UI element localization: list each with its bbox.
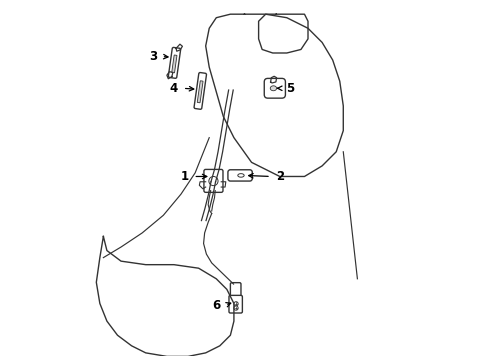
- Text: 5: 5: [285, 82, 294, 95]
- Text: 1: 1: [180, 170, 188, 183]
- Circle shape: [233, 306, 238, 310]
- FancyBboxPatch shape: [230, 283, 241, 300]
- Text: 6: 6: [212, 299, 220, 312]
- FancyBboxPatch shape: [227, 170, 252, 181]
- FancyBboxPatch shape: [194, 73, 206, 109]
- Text: 2: 2: [275, 170, 283, 183]
- FancyBboxPatch shape: [228, 295, 242, 313]
- FancyBboxPatch shape: [264, 78, 285, 98]
- Text: 4: 4: [169, 82, 178, 95]
- Ellipse shape: [237, 174, 244, 177]
- Circle shape: [208, 176, 218, 186]
- FancyBboxPatch shape: [203, 170, 223, 192]
- Ellipse shape: [270, 86, 276, 91]
- Text: 3: 3: [148, 50, 157, 63]
- Circle shape: [233, 302, 238, 306]
- FancyBboxPatch shape: [168, 48, 180, 78]
- FancyBboxPatch shape: [171, 55, 177, 73]
- FancyBboxPatch shape: [197, 81, 203, 103]
